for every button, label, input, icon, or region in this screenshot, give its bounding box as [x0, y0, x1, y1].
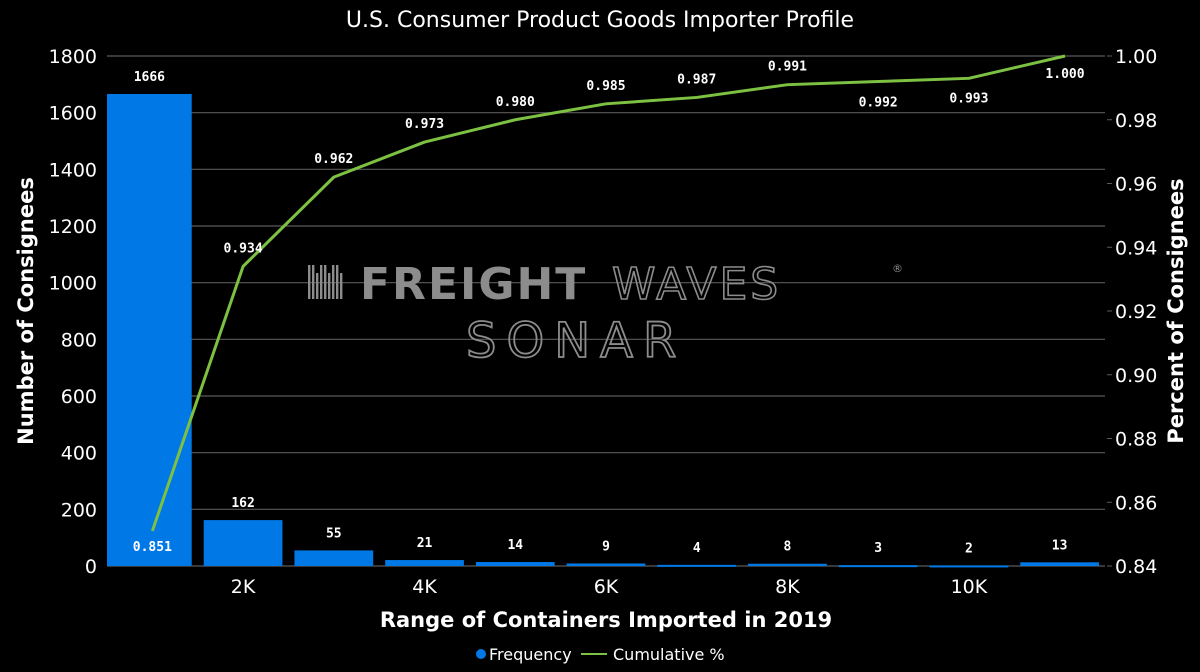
freightwaves-logo-icon — [308, 265, 343, 299]
freightwaves-sonar-watermark: FREIGHT WAVES ® SONAR — [308, 258, 903, 370]
frequency-bar — [203, 520, 283, 566]
y-tick-label: 1200 — [49, 216, 97, 238]
frequency-bar — [929, 565, 1009, 568]
gridlines — [107, 55, 1105, 567]
logo-bar-icon — [340, 273, 343, 299]
chart-title: U.S. Consumer Product Goods Importer Pro… — [346, 8, 854, 33]
logo-bar-icon — [336, 265, 339, 299]
y2-tick-label: 1.00 — [1115, 46, 1157, 68]
legend-frequency-marker-icon — [476, 649, 486, 659]
cumulative-data-label: 0.985 — [586, 79, 625, 94]
frequency-bar — [294, 550, 374, 566]
logo-bar-icon — [316, 273, 319, 299]
x-axis-ticks: 2K 4K 6K 8K 10K — [231, 576, 988, 598]
frequency-data-label: 1666 — [134, 70, 165, 85]
data-labels: 1666 162 55 21 14 9 4 8 3 2 13 0.851 0.934 0.962 0.973… — [133, 60, 1085, 557]
logo-bar-icon — [312, 265, 315, 299]
cumulative-data-label: 0.851 — [133, 540, 172, 555]
y2-tick-label: 0.94 — [1115, 237, 1157, 259]
y2-tick-label: 0.90 — [1115, 365, 1157, 387]
logo-bar-icon — [320, 265, 323, 299]
frequency-data-label: 162 — [231, 496, 254, 511]
frequency-bar — [385, 560, 464, 566]
cumulative-data-label: 0.934 — [224, 241, 263, 256]
frequency-data-label: 9 — [602, 539, 610, 554]
legend-frequency-label: Frequency — [489, 645, 572, 664]
y-tick-label: 600 — [61, 386, 97, 408]
frequency-data-label: 14 — [507, 538, 523, 553]
y2-tick-label: 0.86 — [1115, 492, 1157, 514]
y-tick-label: 1800 — [49, 46, 97, 68]
frequency-bar — [838, 565, 918, 568]
legend-item-frequency[interactable]: Frequency — [476, 645, 572, 664]
y-tick-label: 1000 — [49, 273, 97, 295]
x-tick-label: 8K — [775, 576, 800, 598]
right-axis-ticks: 0.84 0.86 0.88 0.90 0.92 0.94 0.96 0.98 1.00 — [1107, 46, 1157, 578]
x-tick-label: 4K — [412, 576, 437, 598]
y2-axis-title: Percent of Consignees — [1164, 178, 1188, 443]
y-tick-label: 200 — [61, 499, 97, 521]
y2-tick-label: 0.88 — [1115, 429, 1157, 451]
frequency-bar — [107, 93, 192, 566]
frequency-bar — [657, 564, 737, 567]
cumulative-data-label: 1.000 — [1045, 67, 1084, 82]
watermark-waves: WAVES — [612, 259, 781, 310]
cumulative-line — [150, 54, 1066, 532]
logo-bar-icon — [328, 273, 331, 299]
y-tick-label: 1400 — [49, 159, 97, 181]
y-tick-label: 1600 — [49, 103, 97, 125]
y2-tick-label: 0.96 — [1115, 174, 1157, 196]
frequency-data-label: 2 — [965, 541, 973, 556]
x-tick-label: 6K — [594, 576, 619, 598]
watermark-freight: FREIGHT — [360, 259, 587, 310]
x-tick-label: 2K — [231, 576, 256, 598]
frequency-bar — [475, 562, 555, 566]
frequency-bar — [1020, 562, 1099, 566]
y-axis-title: Number of Consignees — [14, 177, 38, 445]
frequency-data-label: 21 — [417, 536, 433, 551]
cumulative-data-label: 0.980 — [496, 95, 535, 110]
x-axis-title: Range of Containers Imported in 2019 — [380, 608, 832, 632]
cumulative-line-path — [150, 54, 1066, 532]
frequency-bar — [566, 563, 646, 566]
frequency-bars — [107, 93, 1099, 568]
logo-bar-icon — [308, 265, 311, 299]
logo-bar-icon — [324, 265, 327, 299]
cumulative-data-label: 0.991 — [768, 60, 807, 75]
watermark-sonar: SONAR — [466, 313, 686, 369]
cumulative-data-label: 0.973 — [405, 117, 444, 132]
legend-cumulative-label: Cumulative % — [613, 645, 725, 664]
frequency-data-label: 13 — [1052, 538, 1068, 553]
left-axis-ticks: 0 200 400 600 800 1000 1200 1400 1600 1800 — [49, 46, 97, 578]
y2-tick-label: 0.92 — [1115, 301, 1157, 323]
cumulative-data-label: 0.987 — [677, 72, 716, 87]
cumulative-data-label: 0.992 — [859, 96, 898, 111]
cumulative-data-label: 0.993 — [949, 91, 988, 106]
watermark-registered: ® — [892, 262, 903, 275]
frequency-bar — [748, 563, 827, 566]
frequency-data-label: 8 — [784, 540, 792, 555]
legend-item-cumulative[interactable]: Cumulative % — [581, 645, 725, 664]
frequency-data-label: 55 — [326, 526, 342, 541]
y2-tick-label: 0.98 — [1115, 110, 1157, 132]
frequency-data-label: 3 — [874, 541, 882, 556]
y-tick-label: 0 — [85, 556, 97, 578]
x-tick-label: 10K — [951, 576, 988, 598]
legend: Frequency Cumulative % — [476, 645, 725, 664]
logo-bar-icon — [332, 265, 335, 299]
y-tick-label: 400 — [61, 443, 97, 465]
cumulative-data-label: 0.962 — [314, 152, 353, 167]
y2-tick-label: 0.84 — [1115, 556, 1157, 578]
frequency-data-label: 4 — [693, 541, 701, 556]
y-tick-label: 800 — [61, 329, 97, 351]
